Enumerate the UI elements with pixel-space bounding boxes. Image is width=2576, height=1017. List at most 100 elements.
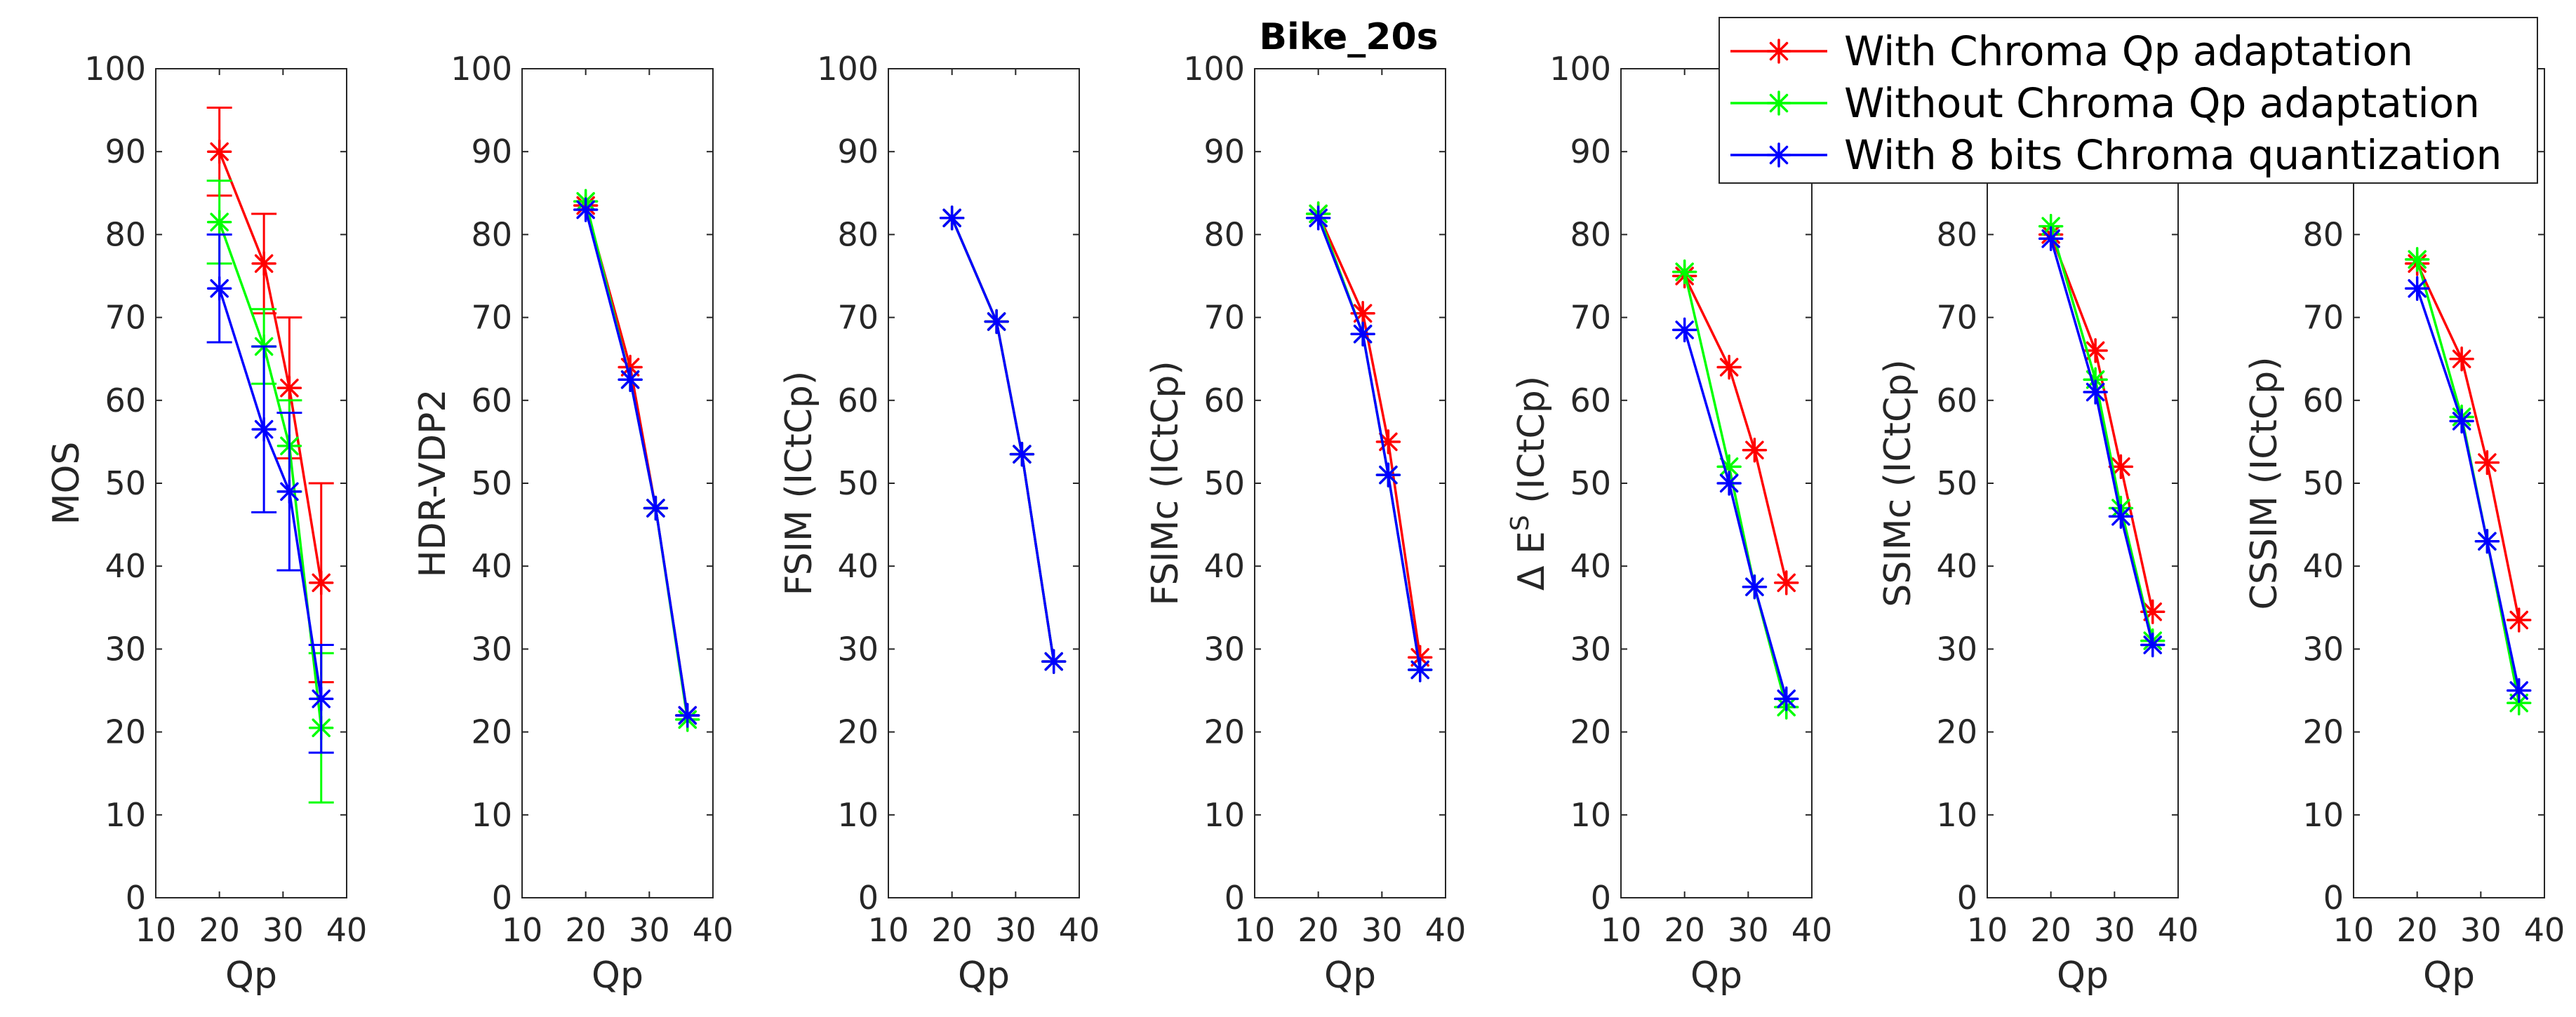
y-tick-label: 60 xyxy=(1203,382,1245,419)
y-tick-label: 80 xyxy=(1203,215,1245,253)
y-tick-label: 80 xyxy=(837,215,879,253)
y-tick-label: 90 xyxy=(1203,133,1245,170)
x-tick-label: 20 xyxy=(2030,911,2071,949)
legend-label: Without Chroma Qp adaptation xyxy=(1844,79,2480,127)
series-line xyxy=(584,209,689,716)
data-point xyxy=(1773,686,1799,712)
y-tick-label: 50 xyxy=(2302,464,2344,502)
legend-item: With Chroma Qp adaptation xyxy=(1730,27,2413,75)
x-tick-label: 20 xyxy=(565,911,606,949)
y-axis-label-superscript: S xyxy=(1506,515,1535,531)
series-line xyxy=(1317,213,1422,658)
x-tick-label: 30 xyxy=(2094,911,2135,949)
y-axis-label: HDR-VDP2 xyxy=(412,389,454,578)
y-tick-label: 0 xyxy=(858,879,879,917)
y-tick-label: 90 xyxy=(105,133,146,170)
x-tick-label: 40 xyxy=(2524,911,2565,949)
data-point xyxy=(276,479,302,504)
x-tick-label: 20 xyxy=(1664,911,1705,949)
data-point xyxy=(1742,574,1768,600)
y-axis-label-main: Δ E xyxy=(1511,531,1553,591)
y-tick-label: 0 xyxy=(1957,879,1977,917)
y-tick-label: 100 xyxy=(451,50,512,88)
y-tick-label: 60 xyxy=(471,382,512,419)
x-tick-label: 40 xyxy=(1791,911,1833,949)
data-point xyxy=(308,570,334,595)
y-tick-label: 30 xyxy=(1203,630,1245,668)
y-tick-label: 30 xyxy=(1570,630,1611,668)
y-tick-label: 10 xyxy=(105,796,146,834)
y-tick-label: 80 xyxy=(105,215,146,253)
axes-box xyxy=(1987,68,2179,898)
series-with-8-bits-chroma-quantization xyxy=(573,197,700,728)
x-tick-label: 20 xyxy=(931,911,973,949)
y-tick-label: 0 xyxy=(126,879,146,917)
y-axis-label: FSIM (ICtCp) xyxy=(778,371,820,596)
series-line xyxy=(2049,238,2154,645)
series-with-8-bits-chroma-quantization xyxy=(1305,206,1433,682)
y-tick-label: 0 xyxy=(1591,879,1611,917)
x-tick-label: 10 xyxy=(868,911,909,949)
axes-box xyxy=(1620,68,1813,898)
x-tick-label: 10 xyxy=(2333,911,2375,949)
y-axis-label-main: HDR-VDP2 xyxy=(412,389,454,578)
series-line xyxy=(218,222,323,728)
x-tick-label: 10 xyxy=(1601,911,1642,949)
axes-box xyxy=(2353,68,2545,898)
x-tick-label: 20 xyxy=(1297,911,1339,949)
x-axis-label: Qp xyxy=(1324,955,1376,997)
legend-box xyxy=(1719,17,2538,184)
data-point xyxy=(2083,338,2108,363)
legend-label: With 8 bits Chroma quantization xyxy=(1844,131,2502,179)
data-point xyxy=(206,276,232,301)
y-tick-label: 10 xyxy=(837,796,879,834)
y-tick-label: 80 xyxy=(2302,215,2344,253)
y-tick-label: 60 xyxy=(1936,382,1977,419)
y-tick-label: 10 xyxy=(1203,796,1245,834)
legend-item: Without Chroma Qp adaptation xyxy=(1730,79,2480,127)
x-tick-label: 20 xyxy=(199,911,240,949)
y-tick-label: 0 xyxy=(2323,879,2344,917)
y-tick-label: 60 xyxy=(2302,382,2344,419)
y-tick-label: 90 xyxy=(471,133,512,170)
series-with-8-bits-chroma-quantization xyxy=(2038,226,2165,658)
y-tick-label: 30 xyxy=(471,630,512,668)
y-tick-label: 40 xyxy=(1203,547,1245,585)
data-point xyxy=(2038,226,2064,252)
y-tick-label: 0 xyxy=(492,879,512,917)
x-axis-label: Qp xyxy=(225,955,277,997)
data-point xyxy=(1407,657,1433,682)
legend-marker xyxy=(1766,39,1791,64)
series-line xyxy=(1683,329,1788,699)
x-axis-label: Qp xyxy=(2057,955,2109,997)
y-tick-label: 70 xyxy=(471,299,512,337)
data-point xyxy=(251,417,276,442)
data-point xyxy=(206,139,232,164)
legend-item: With 8 bits Chroma quantization xyxy=(1730,131,2502,179)
data-point xyxy=(251,251,276,276)
data-point xyxy=(1671,317,1697,343)
y-tick-label: 50 xyxy=(1570,464,1611,502)
y-axis-label: Δ ES (ICtCp) xyxy=(1506,376,1553,591)
x-tick-label: 40 xyxy=(1059,911,1100,949)
y-tick-label: 10 xyxy=(1570,796,1611,834)
y-tick-label: 40 xyxy=(105,547,146,585)
series-line xyxy=(2416,263,2521,621)
panel-7: 010203040506070809010010203040QpCSSIM (I… xyxy=(2243,50,2565,997)
y-tick-label: 90 xyxy=(1570,133,1611,170)
y-tick-label: 20 xyxy=(471,713,512,751)
chart-title: Bike_20s xyxy=(1259,16,1438,58)
series-line xyxy=(1317,217,1422,671)
x-tick-label: 40 xyxy=(326,911,368,949)
y-axis-label: MOS xyxy=(46,442,88,525)
y-tick-label: 10 xyxy=(471,796,512,834)
y-tick-label: 30 xyxy=(2302,630,2344,668)
y-tick-label: 20 xyxy=(837,713,879,751)
y-tick-label: 70 xyxy=(105,299,146,337)
data-point xyxy=(206,209,232,235)
data-point xyxy=(308,686,334,712)
x-tick-label: 40 xyxy=(693,911,734,949)
